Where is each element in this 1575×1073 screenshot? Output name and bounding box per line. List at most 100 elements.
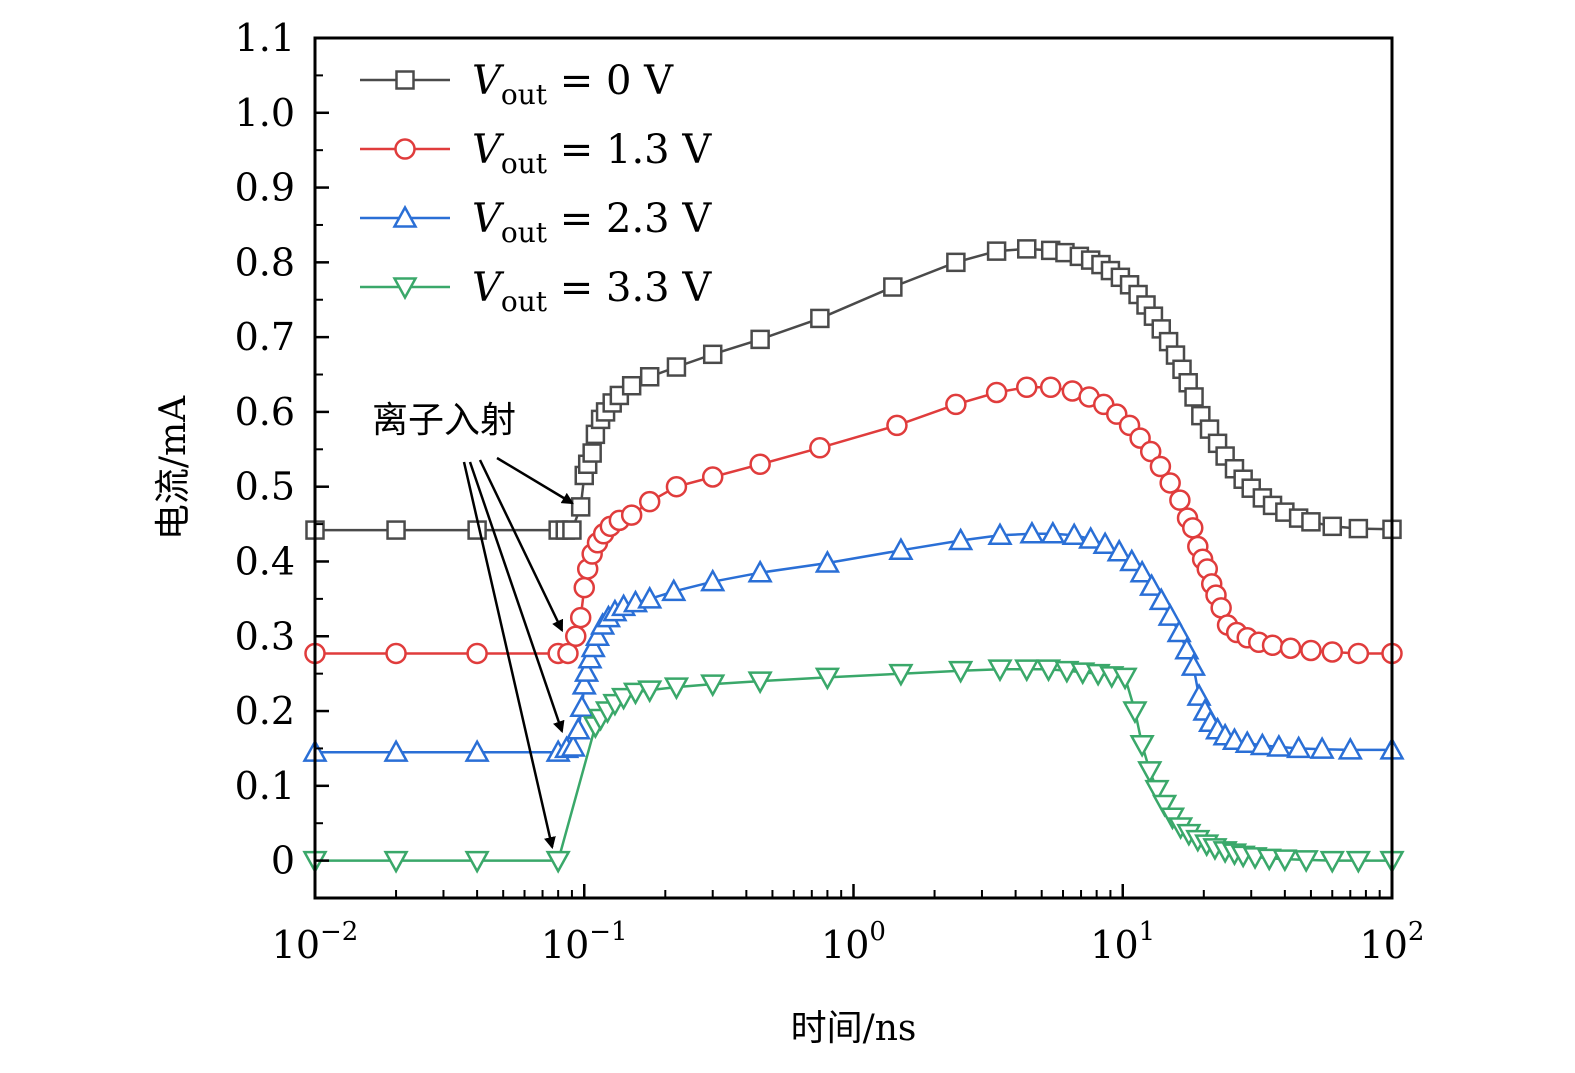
data-point xyxy=(1139,440,1162,463)
data-point xyxy=(610,687,637,711)
data-point xyxy=(1159,472,1181,494)
legend-entry: Vout = 1.3 V xyxy=(360,127,712,180)
data-point xyxy=(1293,850,1319,873)
data-point xyxy=(985,381,1008,404)
annotation-layer: 离子入射 xyxy=(372,400,574,850)
legend-label: Vout = 1.3 V xyxy=(472,127,712,180)
data-point xyxy=(1070,662,1096,686)
data-point xyxy=(666,357,687,377)
data-point xyxy=(571,671,597,695)
data-point xyxy=(701,466,724,488)
y-tick-label: 0.6 xyxy=(235,390,295,434)
legend-marker xyxy=(392,277,418,301)
x-tick-label-exp: 2 xyxy=(1408,917,1425,947)
data-point xyxy=(584,623,611,647)
data-point xyxy=(1174,636,1200,660)
data-point xyxy=(1148,587,1174,611)
data-point xyxy=(1347,642,1370,665)
data-point xyxy=(747,671,773,695)
data-point xyxy=(1256,848,1282,872)
data-point xyxy=(1286,735,1312,759)
legend-symbol: V xyxy=(472,127,505,173)
data-point xyxy=(1261,634,1284,656)
y-tick-label: 0.8 xyxy=(235,240,295,284)
x-tick-label-base: 10 xyxy=(541,923,589,967)
data-point xyxy=(620,504,643,526)
data-point xyxy=(1180,653,1207,676)
data-point xyxy=(573,576,595,599)
data-point xyxy=(621,375,642,396)
data-point xyxy=(565,716,591,740)
data-point xyxy=(1249,732,1275,756)
legend-subscript: out xyxy=(501,78,548,111)
data-point xyxy=(383,739,409,762)
series-3 xyxy=(302,659,1405,874)
data-point xyxy=(1166,619,1192,643)
legend-subscript: out xyxy=(501,285,548,318)
legend-label: Vout = 0 V xyxy=(472,58,674,111)
y-tick-label: 0.5 xyxy=(235,465,295,509)
data-point xyxy=(1112,667,1138,691)
legend-symbol: V xyxy=(472,265,505,311)
data-point xyxy=(1301,512,1321,532)
y-tick-label: 0 xyxy=(271,839,295,883)
x-tick-label-base: 10 xyxy=(1360,923,1408,967)
x-tick-label: 100 xyxy=(821,917,886,967)
legend-entry: Vout = 0 V xyxy=(360,58,674,111)
data-point xyxy=(987,522,1013,546)
y-axis-title: 电流/mA xyxy=(153,395,194,540)
data-point xyxy=(1016,239,1037,259)
series-layer xyxy=(302,239,1405,874)
data-point xyxy=(1321,641,1344,663)
data-point xyxy=(1182,517,1204,539)
annotation-text: 离子入射 xyxy=(372,400,516,441)
data-point xyxy=(1092,531,1118,555)
data-point xyxy=(386,520,406,540)
data-point xyxy=(945,393,967,416)
data-point xyxy=(1061,522,1087,546)
data-point xyxy=(560,733,586,757)
data-point xyxy=(622,682,649,706)
annotation-arrow xyxy=(478,459,564,633)
data-point xyxy=(814,549,841,573)
x-tick-label: 10−2 xyxy=(272,917,359,967)
data-point xyxy=(948,660,974,684)
data-point xyxy=(1348,518,1369,539)
y-tick-label: 0.7 xyxy=(235,315,295,359)
annotation-arrow xyxy=(462,461,556,850)
data-point xyxy=(946,252,966,273)
x-axis-title: 时间/ns xyxy=(791,1008,917,1049)
data-point xyxy=(1300,639,1322,662)
legend-label: Vout = 3.3 V xyxy=(472,265,712,318)
data-point xyxy=(1234,730,1260,753)
y-tick-label: 0.4 xyxy=(235,539,295,583)
data-point xyxy=(557,642,579,665)
x-tick-label-exp: 0 xyxy=(869,917,886,947)
data-point xyxy=(569,606,592,629)
data-point xyxy=(1157,602,1183,626)
data-point xyxy=(383,850,409,874)
data-point xyxy=(1149,455,1172,478)
series-line xyxy=(315,667,1392,862)
data-point xyxy=(582,443,602,463)
data-point xyxy=(750,329,770,350)
legend-value: = 2.3 V xyxy=(547,196,712,242)
data-point xyxy=(1151,794,1178,818)
legend-marker xyxy=(394,138,416,160)
data-point xyxy=(1337,736,1363,760)
data-point xyxy=(1279,637,1302,659)
legend-value: = 0 V xyxy=(547,58,674,104)
x-tick-label: 102 xyxy=(1360,917,1425,967)
legend-subscript: out xyxy=(501,216,548,249)
data-point xyxy=(1266,733,1292,757)
data-point xyxy=(1054,660,1080,684)
data-point xyxy=(1019,520,1045,544)
data-point xyxy=(1015,376,1038,398)
legend-entry: Vout = 2.3 V xyxy=(360,196,712,249)
data-point xyxy=(700,568,726,592)
legend-label: Vout = 2.3 V xyxy=(472,196,712,249)
x-tick-label-base: 10 xyxy=(1090,923,1138,967)
data-point xyxy=(637,585,663,609)
